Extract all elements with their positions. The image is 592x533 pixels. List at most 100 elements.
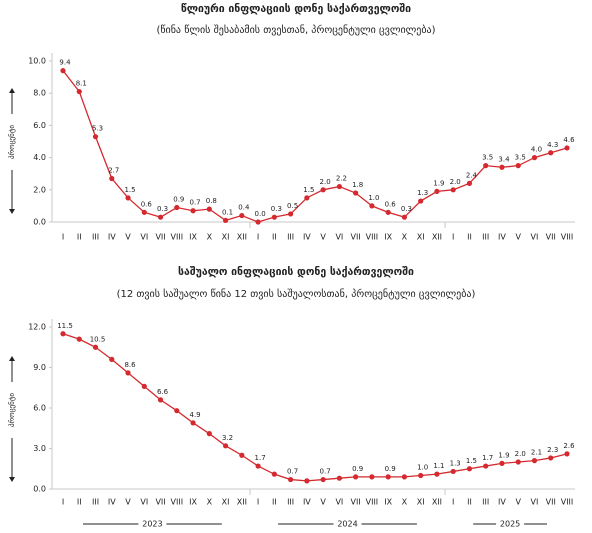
y-tick-label: 6.0 (33, 121, 46, 130)
data-label: 9.4 (59, 59, 71, 67)
x-tick-label: VIII (366, 498, 379, 507)
year-label: 2025 (500, 520, 520, 529)
data-point (92, 344, 99, 350)
x-tick-label: VI (531, 498, 539, 507)
chart-title: წლიური ინფლაციის დონე საქართველოში (181, 3, 411, 15)
data-label: 2.0 (515, 450, 526, 458)
data-point (369, 474, 375, 480)
x-tick-label: X (402, 498, 408, 507)
x-tick-label: VIII (366, 233, 379, 242)
data-label: 1.9 (433, 179, 444, 187)
data-label: 0.3 (157, 205, 168, 213)
data-point (304, 478, 310, 484)
data-label: 0.6 (385, 200, 397, 208)
data-point (174, 204, 180, 211)
data-point (190, 420, 196, 426)
x-tick-label: IX (384, 233, 392, 242)
data-point (515, 163, 521, 169)
data-point (483, 163, 489, 169)
x-tick-label: I (62, 498, 64, 507)
data-point (222, 217, 229, 223)
year-label: 2024 (337, 520, 357, 529)
y-tick-label: 10.0 (28, 57, 46, 66)
x-tick-label: VII (155, 498, 165, 507)
data-label: 0.3 (401, 205, 412, 213)
data-label: 1.5 (466, 457, 477, 465)
data-label: 1.3 (450, 459, 461, 467)
x-tick-label: IV (303, 498, 311, 507)
data-point (76, 336, 82, 342)
data-point (385, 209, 391, 215)
chart-title: საშუალო ინფლაციის დონე საქართველოში (178, 266, 414, 278)
x-tick-label: V (125, 233, 131, 242)
data-label: 1.8 (352, 181, 363, 189)
series-line (62, 70, 568, 223)
x-tick-label: IX (384, 498, 392, 507)
x-tick-label: V (320, 498, 326, 507)
data-point (466, 466, 473, 472)
data-label: 2.3 (547, 446, 558, 454)
data-label: 0.0 (255, 210, 266, 218)
data-label: 8.6 (124, 361, 136, 369)
x-tick-label: I (452, 498, 454, 507)
data-label: 1.0 (368, 194, 379, 202)
x-tick-label: I (257, 233, 259, 242)
x-tick-label: V (515, 233, 521, 242)
data-label: 3.2 (222, 434, 233, 442)
x-tick-label: VII (351, 498, 361, 507)
x-tick-label: III (92, 233, 99, 242)
data-point (418, 198, 424, 204)
arrow-head (9, 209, 15, 214)
x-tick-label: X (207, 498, 213, 507)
data-point (320, 187, 326, 193)
x-tick-label: VI (140, 498, 148, 507)
y-tick-label: 3.0 (33, 444, 46, 453)
x-tick-label: VIII (561, 233, 574, 242)
data-label: 1.7 (482, 454, 493, 462)
data-point (190, 208, 196, 214)
data-label: 1.5 (124, 186, 135, 194)
data-point (531, 155, 538, 161)
data-point (450, 468, 456, 475)
x-tick-label: IV (498, 498, 506, 507)
data-point (60, 331, 66, 337)
data-point (531, 458, 538, 464)
data-point (434, 471, 440, 477)
data-point (418, 472, 424, 479)
x-tick-label: II (272, 498, 277, 507)
data-point (466, 180, 473, 186)
x-tick-label: XII (432, 498, 442, 507)
chart-subtitle: (12 თვის საშუალო წინა 12 თვის საშუალოსთა… (117, 288, 476, 300)
data-point (369, 203, 375, 209)
x-tick-label: VIII (561, 498, 574, 507)
data-point (125, 195, 131, 201)
data-point (271, 471, 277, 477)
year-label: 2023 (142, 520, 162, 529)
data-point (255, 463, 261, 469)
x-tick-label: III (287, 233, 294, 242)
data-point (174, 408, 180, 414)
data-point (304, 195, 310, 201)
data-label: 0.9 (385, 465, 396, 473)
chart-subtitle: (წინა წლის შესაბამის თვესთან, პროცენტული… (156, 24, 435, 36)
data-label: 2.7 (108, 167, 119, 175)
data-point (401, 474, 408, 480)
x-tick-label: XI (417, 498, 425, 507)
data-label: 4.3 (547, 141, 558, 149)
x-tick-label: XI (222, 498, 230, 507)
data-label: 2.0 (320, 178, 331, 186)
data-label: 2.2 (336, 175, 347, 183)
x-tick-label: IV (108, 498, 116, 507)
x-tick-label: VII (546, 498, 556, 507)
data-label: 0.7 (287, 468, 298, 476)
data-point (222, 443, 229, 449)
data-label: 2.0 (450, 178, 461, 186)
x-tick-label: II (77, 233, 82, 242)
data-point (125, 370, 131, 376)
data-point (564, 145, 570, 151)
data-label: 10.5 (90, 335, 106, 343)
data-point (206, 206, 212, 212)
data-point (239, 452, 245, 458)
x-tick-label: III (482, 233, 489, 242)
x-tick-label: VI (335, 233, 343, 242)
